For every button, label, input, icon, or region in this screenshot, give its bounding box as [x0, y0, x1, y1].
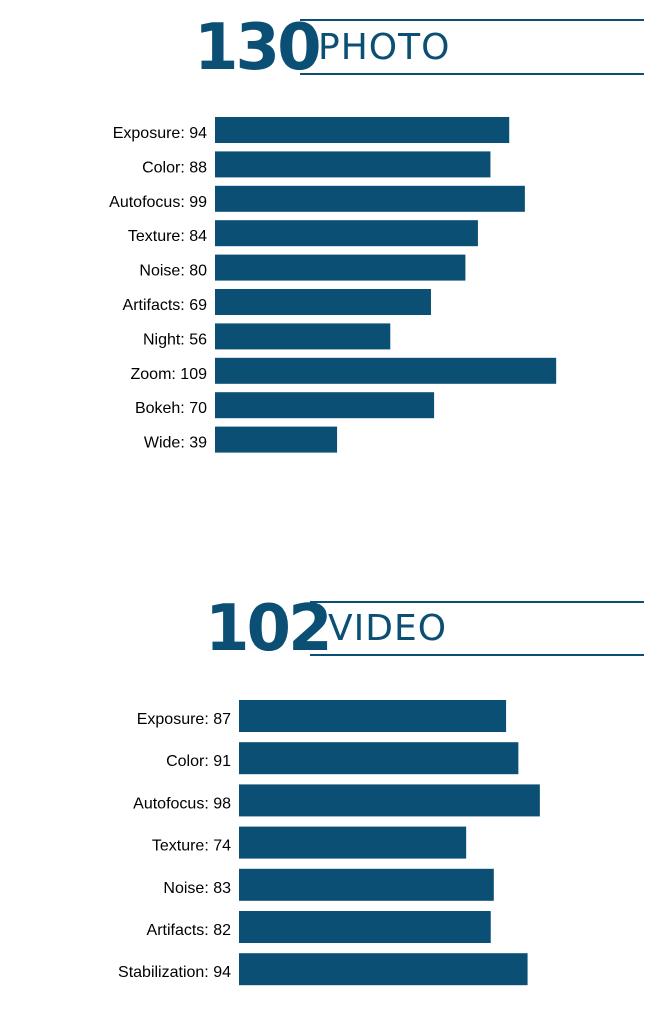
photo-score-number: 130 — [194, 11, 322, 85]
photo-bar-zoom — [215, 357, 557, 384]
video-header-bottom-line — [310, 654, 644, 656]
video-bar-texture — [239, 826, 467, 859]
photo-label-zoom: Zoom: 109 — [131, 366, 208, 383]
photo-bar-autofocus — [215, 185, 525, 212]
photo-value-zoom: 109 — [180, 366, 207, 383]
photo-bar-night — [215, 323, 391, 350]
video-label-noise: Noise: 83 — [163, 880, 231, 897]
photo-value-artifacts: 69 — [189, 297, 207, 314]
photo-category-zoom: Zoom: — [131, 366, 181, 383]
photo-category-artifacts: Artifacts: — [123, 297, 190, 314]
photo-category-texture: Texture: — [128, 228, 189, 245]
video-label-texture: Texture: 74 — [152, 838, 231, 855]
video-category-texture: Texture: — [152, 838, 213, 855]
photo-value-autofocus: 99 — [189, 194, 207, 211]
photo-value-exposure: 94 — [189, 125, 207, 142]
photo-bar-noise — [215, 254, 466, 281]
photo-bar-exposure — [215, 117, 510, 143]
photo-title: PHOTO — [318, 27, 451, 68]
photo-label-texture: Texture: 84 — [128, 228, 207, 245]
photo-bar-artifacts — [215, 289, 431, 315]
video-label-artifacts: Artifacts: 82 — [147, 922, 232, 939]
photo-category-color: Color: — [142, 159, 189, 176]
video-label-exposure: Exposure: 87 — [137, 711, 231, 728]
video-category-stabilization: Stabilization: — [118, 964, 213, 981]
photo-label-autofocus: Autofocus: 99 — [109, 194, 207, 211]
photo-header-bottom-line — [300, 73, 644, 75]
video-category-artifacts: Artifacts: — [147, 922, 214, 939]
video-score-number: 102 — [205, 592, 333, 666]
photo-value-texture: 84 — [189, 228, 207, 245]
video-bar-noise — [239, 868, 494, 901]
video-value-artifacts: 82 — [213, 922, 231, 939]
photo-label-wide: Wide: 39 — [144, 435, 207, 452]
video-label-stabilization: Stabilization: 94 — [118, 964, 231, 981]
video-value-color: 91 — [213, 753, 231, 770]
photo-header-top-line — [300, 19, 644, 21]
photo-category-wide: Wide: — [144, 435, 189, 452]
video-bar-stabilization — [239, 953, 528, 986]
photo-bar-texture — [215, 220, 478, 247]
photo-bar-color — [215, 151, 491, 178]
photo-category-exposure: Exposure: — [113, 125, 189, 142]
video-value-texture: 74 — [213, 838, 231, 855]
photo-value-color: 88 — [189, 159, 207, 176]
video-category-autofocus: Autofocus: — [133, 795, 213, 812]
video-category-color: Color: — [166, 753, 213, 770]
photo-value-night: 56 — [189, 331, 207, 348]
video-bar-autofocus — [239, 784, 540, 817]
photo-label-bokeh: Bokeh: 70 — [135, 400, 207, 417]
video-category-exposure: Exposure: — [137, 711, 213, 728]
video-value-stabilization: 94 — [213, 964, 231, 981]
photo-label-noise: Noise: 80 — [139, 263, 207, 280]
photo-value-bokeh: 70 — [189, 400, 207, 417]
photo-bar-wide — [215, 426, 338, 453]
video-label-autofocus: Autofocus: 98 — [133, 795, 231, 812]
photo-value-wide: 39 — [189, 435, 207, 452]
photo-value-noise: 80 — [189, 263, 207, 280]
photo-label-artifacts: Artifacts: 69 — [123, 297, 208, 314]
video-value-autofocus: 98 — [213, 795, 231, 812]
video-title: VIDEO — [328, 608, 448, 649]
photo-category-night: Night: — [143, 331, 189, 348]
photo-category-noise: Noise: — [139, 263, 189, 280]
photo-label-color: Color: 88 — [142, 159, 207, 176]
video-label-color: Color: 91 — [166, 753, 231, 770]
video-header-top-line — [310, 601, 644, 603]
video-bar-exposure — [239, 700, 507, 732]
video-bar-artifacts — [239, 911, 491, 943]
video-bar-color — [239, 742, 519, 775]
photo-label-night: Night: 56 — [143, 331, 207, 348]
photo-bar-bokeh — [215, 392, 435, 419]
photo-category-autofocus: Autofocus: — [109, 194, 189, 211]
photo-category-bokeh: Bokeh: — [135, 400, 189, 417]
video-category-noise: Noise: — [163, 880, 213, 897]
photo-label-exposure: Exposure: 94 — [113, 125, 207, 142]
video-value-noise: 83 — [213, 880, 231, 897]
video-value-exposure: 87 — [213, 711, 231, 728]
video-bar-chart: Exposure: 87 Color: 91 Autofocus: 98 Textur… — [118, 700, 540, 986]
